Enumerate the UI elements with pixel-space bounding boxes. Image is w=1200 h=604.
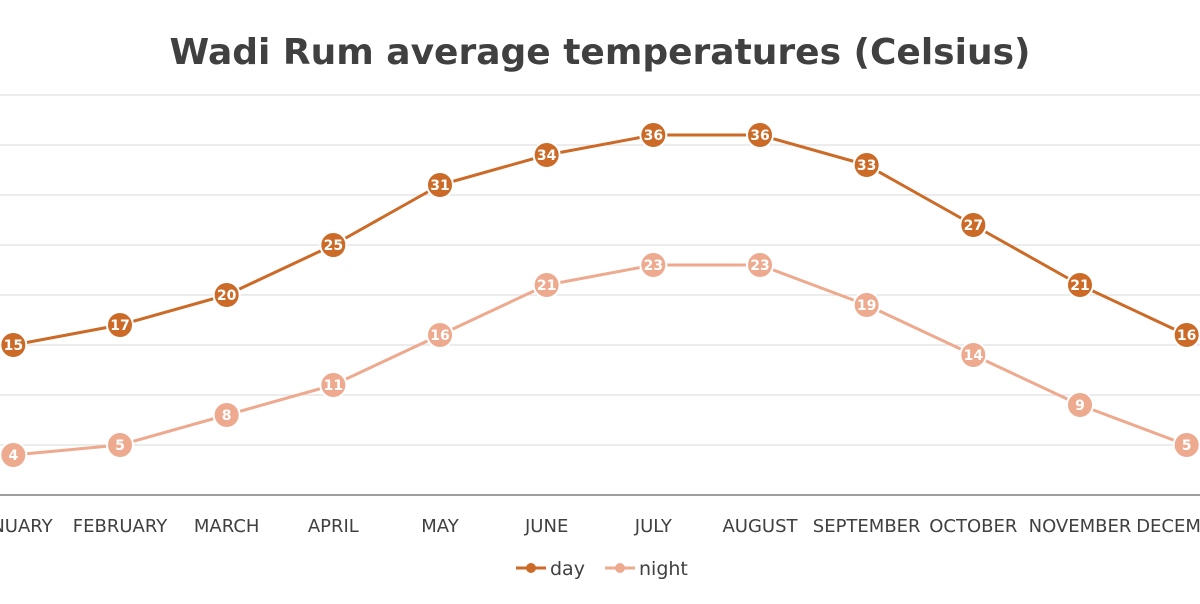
data-point-night[interactable] — [319, 371, 348, 399]
x-tick-label: JUNE — [524, 516, 568, 537]
data-point-night[interactable] — [959, 341, 988, 369]
data-label-night: 8 — [222, 408, 232, 424]
x-tick-label: SEPTEMBER — [813, 516, 921, 537]
data-point-day[interactable] — [532, 141, 561, 169]
x-tick-label: MARCH — [194, 516, 260, 537]
data-point-night[interactable] — [106, 431, 134, 459]
data-point-day[interactable] — [746, 121, 774, 149]
data-point-night[interactable] — [426, 321, 454, 349]
legend-marker-night — [615, 563, 625, 573]
data-point-night[interactable] — [639, 251, 668, 279]
data-label-day: 33 — [857, 158, 876, 174]
x-axis: JANUARY FEBRUARY MARCH APRIL MAY JUNE JULY AUGU… — [0, 494, 1200, 537]
data-label-night: 19 — [857, 298, 876, 314]
data-label-night: 4 — [8, 448, 18, 464]
data-label-day: 15 — [4, 338, 23, 354]
legend-item-day[interactable]: day — [516, 558, 585, 580]
data-label-day: 36 — [750, 128, 769, 144]
x-tick-label: JULY — [634, 516, 673, 537]
data-point-night[interactable] — [852, 291, 881, 319]
series-line-day — [11, 133, 1189, 347]
data-label-night: 16 — [430, 328, 449, 344]
data-point-day[interactable] — [1066, 271, 1094, 299]
legend-label-day: day — [550, 558, 585, 580]
series-layer: 4 5 8 11 16 21 23 23 19 14 9 5 15 17 20 25 31 34 36 36 33 27 2… — [0, 121, 1200, 469]
legend: day night — [516, 558, 688, 580]
data-point-day[interactable] — [0, 331, 28, 359]
data-point-day[interactable] — [639, 121, 668, 149]
x-tick-label: FEBRUARY — [73, 516, 168, 537]
data-point-night[interactable] — [212, 401, 241, 429]
x-tick-label: APRIL — [308, 516, 359, 537]
legend-item-night[interactable]: night — [605, 558, 688, 580]
data-point-day[interactable] — [959, 211, 988, 239]
data-point-day[interactable] — [212, 281, 241, 309]
data-label-day: 25 — [324, 238, 343, 254]
data-label-day: 17 — [110, 318, 129, 334]
data-point-night[interactable] — [0, 441, 28, 469]
data-label-night: 23 — [644, 258, 663, 274]
data-label-night: 11 — [324, 378, 343, 394]
data-point-day[interactable] — [106, 311, 134, 339]
x-tick-label: MAY — [421, 516, 459, 537]
data-label-day: 20 — [217, 288, 237, 304]
legend-label-night: night — [639, 558, 688, 580]
data-point-night[interactable] — [1066, 391, 1094, 419]
data-label-night: 21 — [537, 278, 556, 294]
data-label-day: 34 — [537, 148, 557, 164]
data-point-day[interactable] — [426, 171, 454, 199]
chart-title: Wadi Rum average temperatures (Celsius) — [170, 32, 1031, 73]
x-tick-label: NOVEMBER — [1029, 516, 1132, 537]
x-tick-label: AUGUST — [722, 516, 798, 537]
gridlines — [0, 94, 1200, 446]
data-point-day[interactable] — [852, 151, 881, 179]
data-label-day: 31 — [430, 178, 449, 194]
data-label-night: 5 — [115, 438, 125, 454]
series-day: 15 17 20 25 31 34 36 36 33 27 21 16 — [0, 121, 1200, 359]
data-label-night: 5 — [1182, 438, 1192, 454]
data-label-day: 16 — [1177, 328, 1196, 344]
data-point-night[interactable] — [532, 271, 561, 299]
data-label-day: 21 — [1070, 278, 1089, 294]
data-label-night: 9 — [1075, 398, 1085, 414]
data-point-night[interactable] — [746, 251, 774, 279]
data-label-day: 27 — [964, 218, 983, 234]
x-tick-label: OCTOBER — [929, 516, 1017, 537]
data-label-night: 14 — [964, 348, 984, 364]
data-label-day: 36 — [644, 128, 663, 144]
data-label-night: 23 — [750, 258, 769, 274]
x-tick-label: JANUARY — [0, 516, 54, 537]
series-night: 4 5 8 11 16 21 23 23 19 14 9 5 — [0, 251, 1200, 469]
series-line-night — [11, 263, 1189, 457]
x-tick-label: DECEMBER — [1136, 516, 1200, 537]
legend-marker-day — [526, 563, 536, 573]
data-point-day[interactable] — [319, 231, 348, 259]
